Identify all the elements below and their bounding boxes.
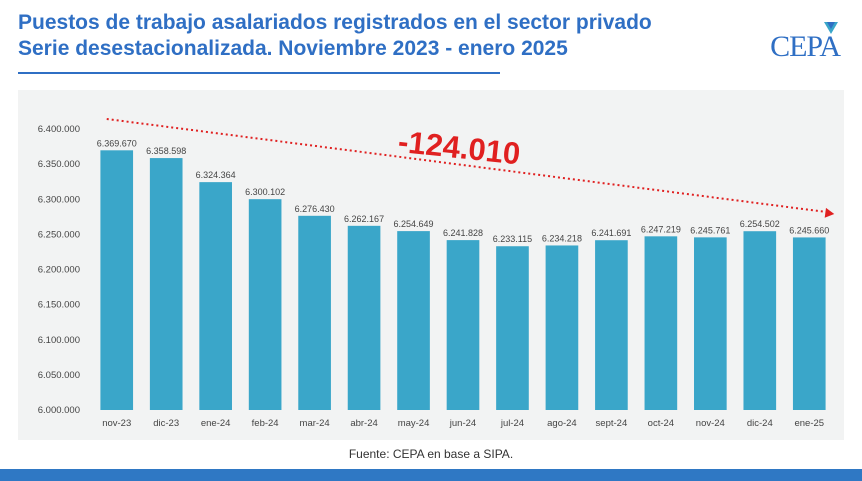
bar [792,237,826,410]
y-tick-label: 6.300.000 [38,194,80,205]
x-tick-label: dic-23 [153,418,179,429]
bar [149,158,183,410]
bar-value-label: 6.254.502 [740,219,780,229]
y-tick-label: 6.000.000 [38,405,80,416]
x-tick-label: ago-24 [547,418,577,429]
y-tick-label: 6.250.000 [38,229,80,240]
y-tick-label: 6.350.000 [38,159,80,170]
trend-arrow-head [824,207,835,218]
bar [199,182,232,410]
bar-value-label: 6.262.167 [344,214,384,224]
bar [694,237,727,410]
y-tick-label: 6.150.000 [38,300,80,311]
bar-value-label: 6.324.364 [196,170,236,180]
bottom-bar [0,469,862,481]
x-tick-label: jul-24 [500,418,524,429]
chart-title: Puestos de trabajo asalariados registrad… [18,11,652,34]
chart-panel: 6.000.000 6.050.000 6.100.000 6.150.000 6.20… [18,90,844,440]
bar-value-label: 6.245.660 [789,225,829,235]
source-note: Fuente: CEPA en base a SIPA. [348,447,514,461]
y-tick-label: 6.400.000 [38,124,80,135]
x-tick-label: nov-24 [696,418,725,429]
bar-value-label: 6.300.102 [245,187,285,197]
bar [545,245,579,410]
bar [644,236,678,410]
bar [496,246,529,410]
bar [248,199,282,410]
bar-value-label: 6.276.430 [295,204,335,214]
x-tick-label: abr-24 [350,418,377,429]
chart-subtitle: Serie desestacionalizada. Noviembre 2023… [18,37,568,60]
bar-value-label: 6.358.598 [146,146,186,156]
x-tick-label: sept-24 [596,418,628,429]
x-tick-label: ene-25 [794,418,824,429]
logo-mark-icon [824,22,838,34]
x-tick-label: nov-23 [102,418,131,429]
bar-value-label: 6.247.219 [641,224,681,234]
bar-value-label: 6.369.670 [97,138,137,148]
annotation-label: -124.010 [397,124,522,172]
bar [743,231,777,410]
bar [347,225,381,410]
y-tick-label: 6.100.000 [38,335,80,346]
y-tick-label: 6.050.000 [38,370,80,381]
bar-value-label: 6.234.218 [542,233,582,243]
bar [446,240,480,410]
bar [298,215,331,410]
bar-value-label: 6.245.761 [690,225,730,235]
x-tick-label: jun-24 [449,418,476,429]
x-tick-label: mar-24 [300,418,330,429]
bar [397,231,430,410]
bar-value-label: 6.233.115 [493,234,532,244]
bar-value-label: 6.241.828 [443,228,483,238]
x-tick-label: oct-24 [648,418,674,429]
y-tick-label: 6.200.000 [38,265,80,276]
bar-chart: 6.000.000 6.050.000 6.100.000 6.150.000 6.20… [38,118,835,429]
x-tick-label: ene-24 [201,418,231,429]
bar-value-label: 6.254.649 [394,219,434,229]
title-underline [18,72,500,74]
trend-arrow-line [106,118,827,213]
bar [100,150,134,410]
x-tick-label: feb-24 [252,418,279,429]
cepa-logo: CEPA [770,30,841,63]
bar [595,240,628,410]
x-tick-label: dic-24 [747,418,773,429]
bar-value-label: 6.241.691 [591,228,631,238]
title-block: Puestos de trabajo asalariados registrad… [18,10,708,62]
x-tick-label: may-24 [398,418,430,429]
